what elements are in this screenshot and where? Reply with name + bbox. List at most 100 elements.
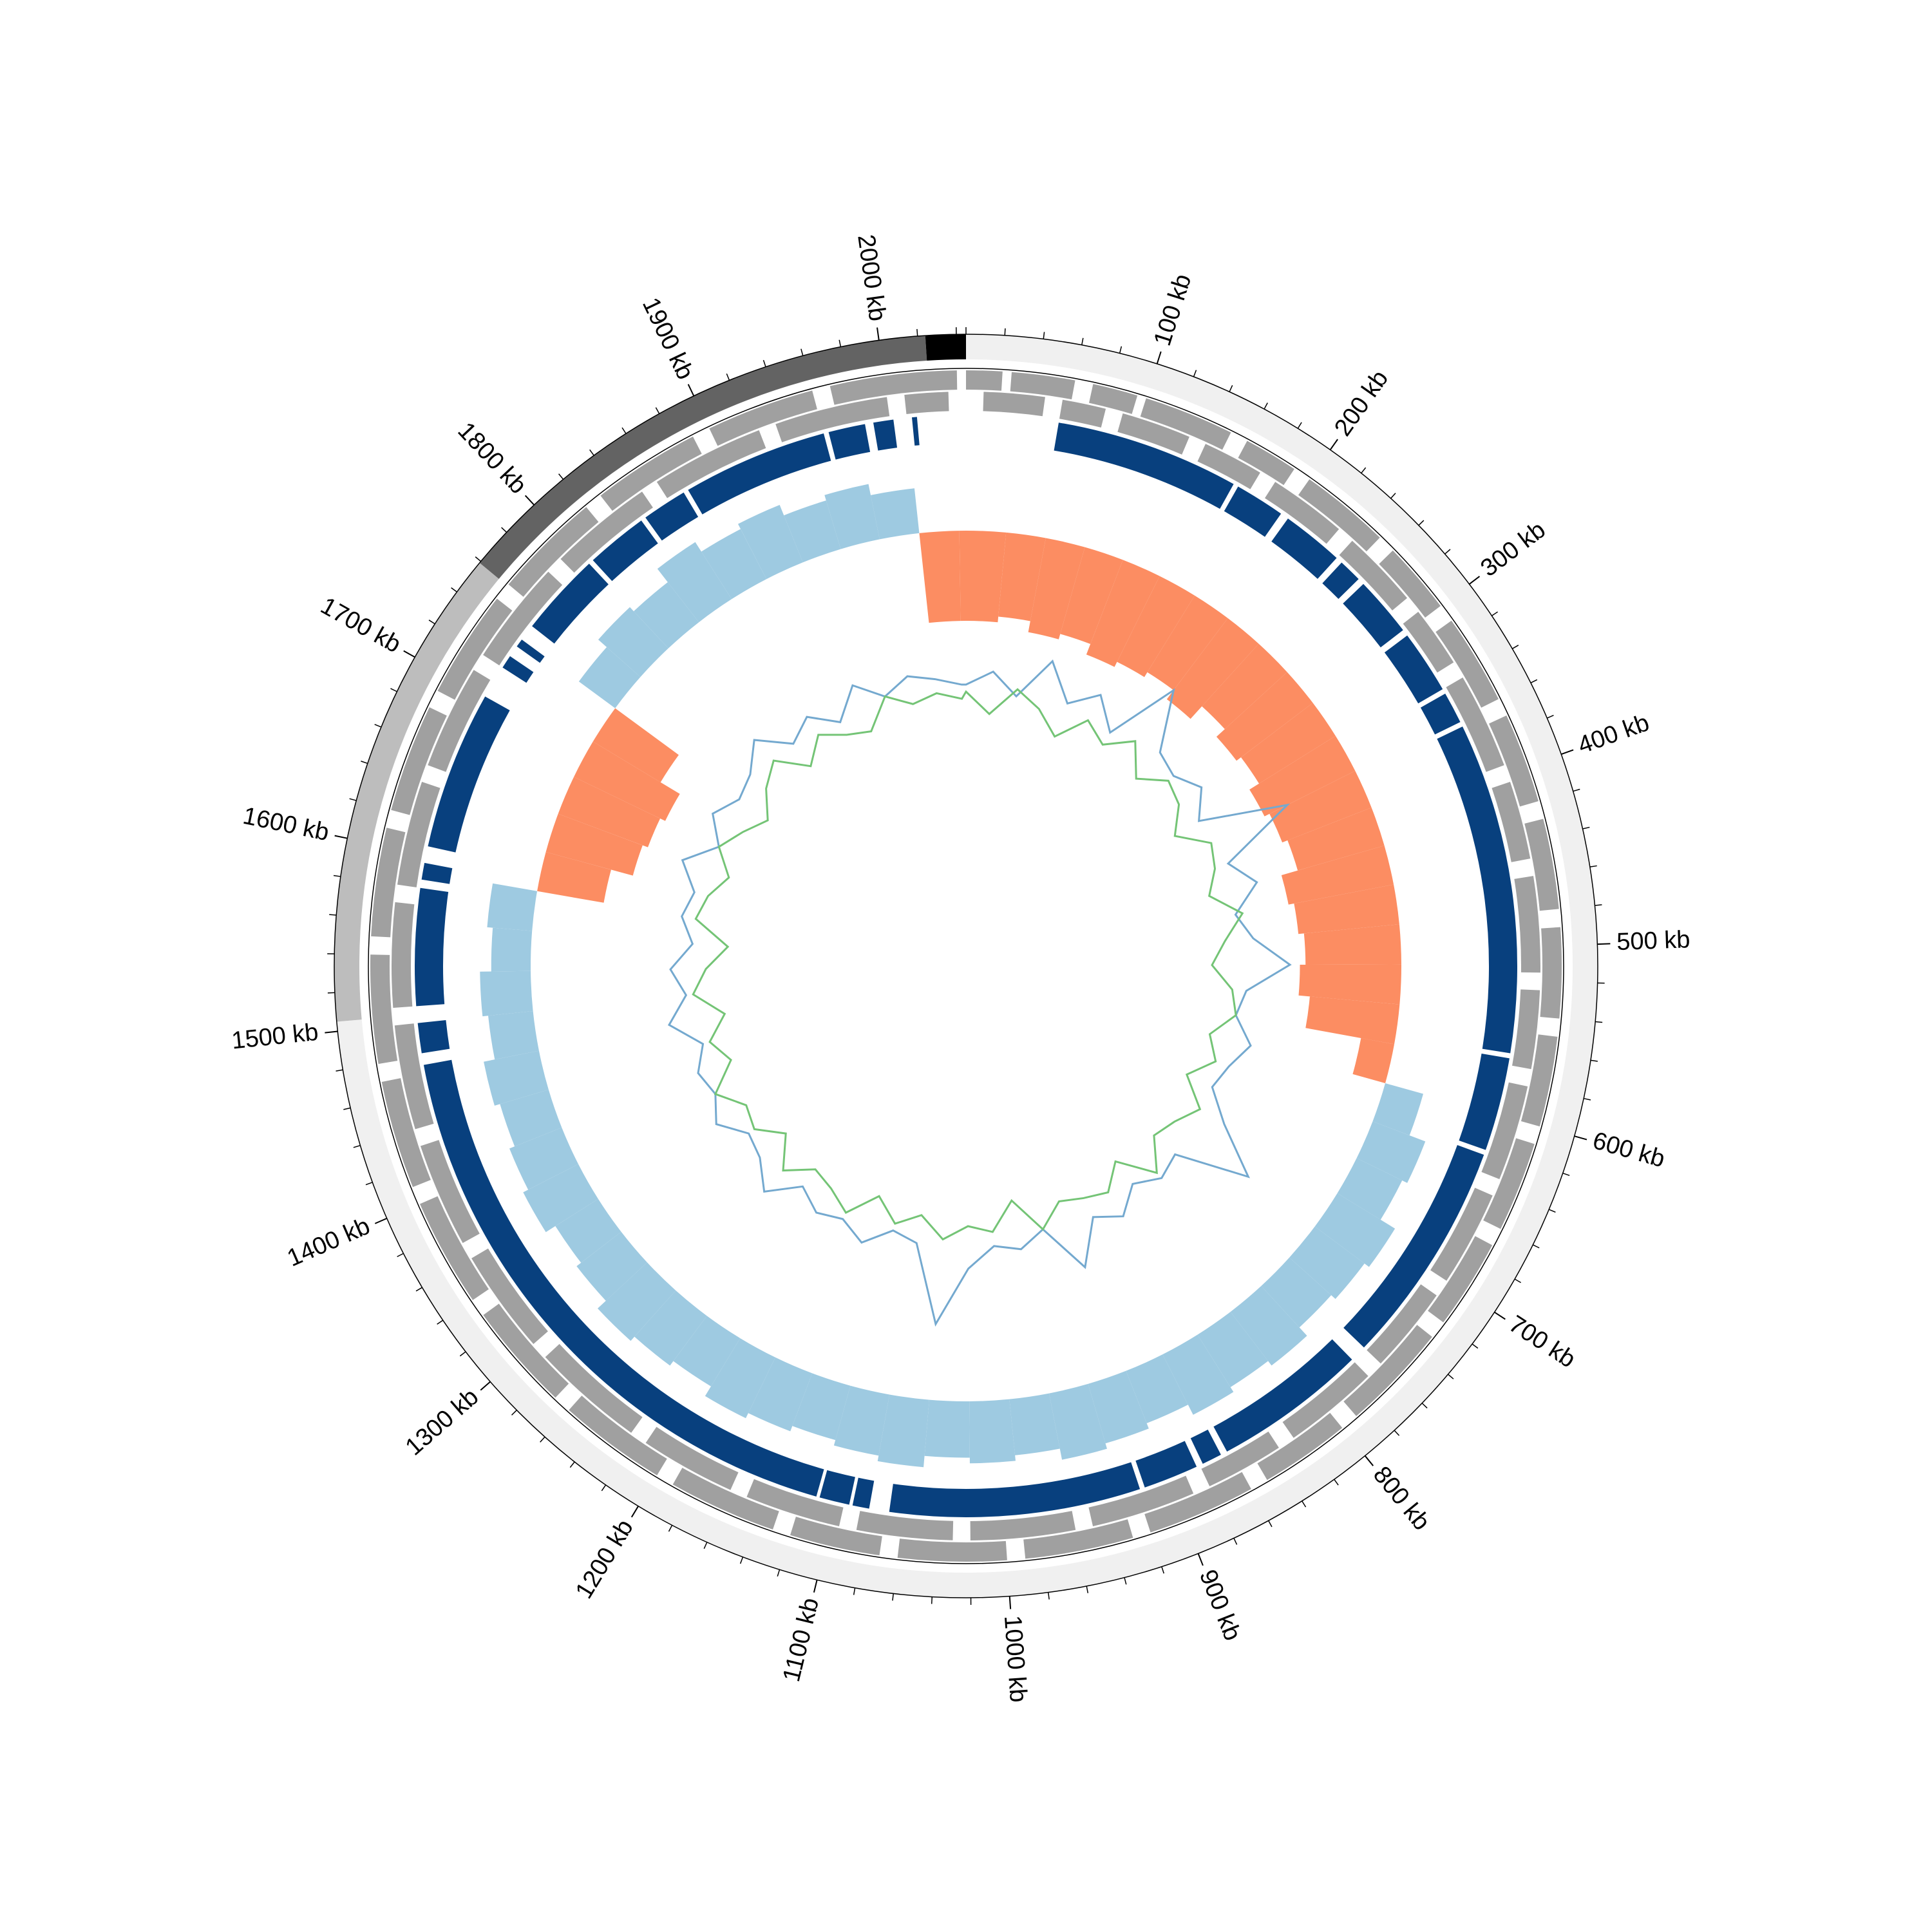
- skew-bar: [491, 927, 533, 972]
- block: [1190, 1429, 1221, 1464]
- gene: [1379, 550, 1441, 618]
- skew-bar: [792, 1373, 851, 1441]
- minor-tick: [1361, 467, 1367, 474]
- tick-label: 1700 kb: [316, 592, 406, 659]
- gene: [709, 390, 817, 446]
- minor-tick: [511, 1410, 517, 1416]
- minor-tick: [1589, 865, 1597, 867]
- major-tick: [876, 327, 880, 341]
- skew-bar: [877, 1394, 929, 1468]
- gene: [1514, 876, 1540, 973]
- gene: [1023, 1519, 1133, 1559]
- gene: [397, 781, 440, 887]
- minor-tick: [415, 1287, 422, 1292]
- minor-tick: [621, 427, 627, 434]
- tick-label: 1900 kb: [637, 294, 699, 384]
- gene: [790, 1517, 882, 1556]
- minor-tick: [390, 688, 397, 692]
- block: [1437, 726, 1517, 1054]
- major-tick: [630, 1506, 639, 1518]
- gene: [983, 392, 1045, 417]
- gene: [1117, 413, 1189, 455]
- minor-tick: [853, 1587, 856, 1595]
- block: [911, 417, 920, 446]
- major-tick: [1494, 1311, 1506, 1320]
- block: [592, 520, 658, 582]
- minor-tick: [1448, 1374, 1454, 1379]
- gene: [1430, 1188, 1493, 1281]
- skew-bar: [833, 1385, 890, 1456]
- skew-bar: [558, 777, 661, 848]
- gene: [856, 1511, 954, 1540]
- minor-tick: [1421, 1403, 1428, 1409]
- skew-bar: [576, 1231, 647, 1301]
- block: [1459, 1053, 1510, 1150]
- gene: [381, 1078, 431, 1188]
- minor-tick: [739, 1557, 744, 1564]
- skew-bar: [1126, 1354, 1188, 1424]
- minor-tick: [1081, 337, 1084, 345]
- minor-tick: [777, 1569, 781, 1577]
- major-tick: [1156, 351, 1162, 365]
- skew-bar: [998, 532, 1046, 621]
- minor-tick: [329, 914, 337, 916]
- skew-bar: [737, 505, 803, 580]
- minor-tick: [1086, 1586, 1089, 1593]
- skew-bar: [484, 1050, 549, 1106]
- gene: [645, 1426, 739, 1490]
- skew-bar: [1009, 1393, 1060, 1455]
- tick-label: 400 kb: [1575, 709, 1653, 759]
- skew-bar: [919, 531, 961, 623]
- major-tick: [524, 495, 535, 506]
- tick-label: 100 kb: [1149, 271, 1197, 349]
- gene: [1511, 989, 1540, 1070]
- skew-bar: [597, 1262, 676, 1341]
- block: [1054, 422, 1234, 509]
- block: [852, 1477, 875, 1509]
- minor-tick: [762, 359, 766, 367]
- skew-bar: [871, 488, 920, 540]
- skew-bar: [537, 851, 611, 903]
- gene: [970, 1511, 1076, 1540]
- minor-tick: [475, 556, 482, 562]
- gene: [1524, 819, 1559, 911]
- major-tick: [480, 1381, 491, 1391]
- minor-tick: [365, 1182, 373, 1186]
- gene: [1140, 398, 1231, 450]
- tick-label: 800 kb: [1368, 1461, 1435, 1535]
- tick-label: 200 kb: [1329, 365, 1394, 440]
- gene: [1343, 1325, 1432, 1416]
- minor-tick: [349, 798, 357, 801]
- minor-tick: [558, 473, 564, 480]
- skew-bar: [1281, 845, 1394, 905]
- minor-tick: [397, 1253, 404, 1258]
- gene: [483, 1303, 569, 1398]
- skew-bar: [1202, 643, 1287, 730]
- tick-label: 1600 kb: [241, 802, 332, 846]
- skew-bar: [1298, 964, 1401, 1005]
- gene: [1265, 482, 1340, 544]
- gene: [1481, 1082, 1528, 1180]
- gene: [600, 436, 702, 511]
- major-tick: [813, 1580, 818, 1593]
- minor-tick: [589, 449, 594, 456]
- skew-bar: [705, 1338, 776, 1419]
- skew-bar: [487, 883, 538, 931]
- major-tick: [374, 1217, 388, 1224]
- major-tick: [334, 835, 348, 839]
- gene: [775, 397, 890, 442]
- skew-bar: [545, 813, 643, 876]
- minor-tick: [1492, 611, 1499, 616]
- minor-tick: [1573, 788, 1580, 792]
- skew-bar: [1088, 1370, 1149, 1444]
- minor-tick: [451, 587, 457, 592]
- gene: [1089, 384, 1138, 414]
- skew-bar: [1049, 1383, 1107, 1460]
- major-tick: [325, 1030, 338, 1034]
- gene: [483, 571, 563, 666]
- skew-bar: [1216, 672, 1313, 761]
- gene: [392, 902, 415, 1009]
- minor-tick: [1334, 1479, 1339, 1486]
- gene: [897, 1539, 1007, 1562]
